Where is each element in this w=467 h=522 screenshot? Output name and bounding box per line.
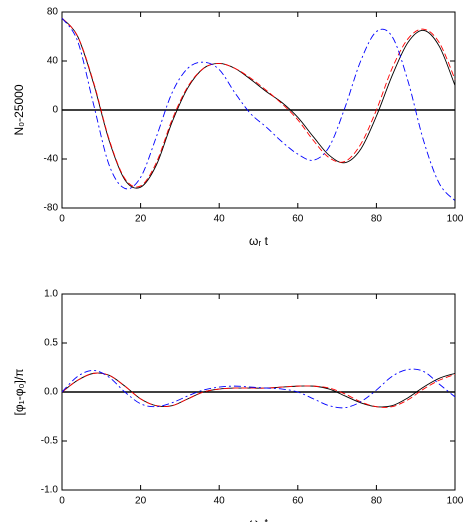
- x-tick-label: 0: [59, 214, 65, 225]
- y-tick-label: 0.0: [44, 387, 58, 398]
- series-line: [61, 372, 456, 408]
- y-axis-label: N₀-25000: [12, 84, 26, 135]
- series-line: [61, 17, 456, 201]
- y-axis-label: [φ₁-φ₀]/π: [12, 369, 26, 416]
- x-tick-label: 0: [59, 496, 65, 507]
- x-tick-label: 40: [214, 496, 226, 507]
- y-tick-label: -40: [44, 154, 59, 165]
- x-tick-label: 20: [135, 496, 147, 507]
- x-axis-label: ωᵣ t: [249, 516, 269, 522]
- x-tick-label: 60: [292, 214, 304, 225]
- series-line: [61, 368, 456, 409]
- y-tick-label: -80: [44, 203, 59, 214]
- y-tick-label: 1.0: [44, 289, 58, 300]
- x-tick-label: 40: [214, 214, 226, 225]
- x-tick-label: 60: [292, 496, 304, 507]
- y-tick-label: 0.5: [44, 338, 58, 349]
- y-tick-label: 80: [47, 7, 59, 18]
- x-tick-label: 80: [371, 214, 383, 225]
- x-tick-label: 80: [371, 496, 383, 507]
- x-tick-label: 100: [447, 214, 464, 225]
- series-line: [61, 17, 456, 189]
- series-line: [61, 372, 456, 408]
- y-tick-label: -1.0: [41, 485, 59, 496]
- y-tick-label: 40: [47, 56, 59, 67]
- x-tick-label: 20: [135, 214, 147, 225]
- y-tick-label: 0: [52, 105, 58, 116]
- series-line: [61, 17, 456, 188]
- y-tick-label: -0.5: [41, 436, 59, 447]
- x-axis-label: ωᵣ t: [249, 234, 269, 248]
- x-tick-label: 100: [447, 496, 464, 507]
